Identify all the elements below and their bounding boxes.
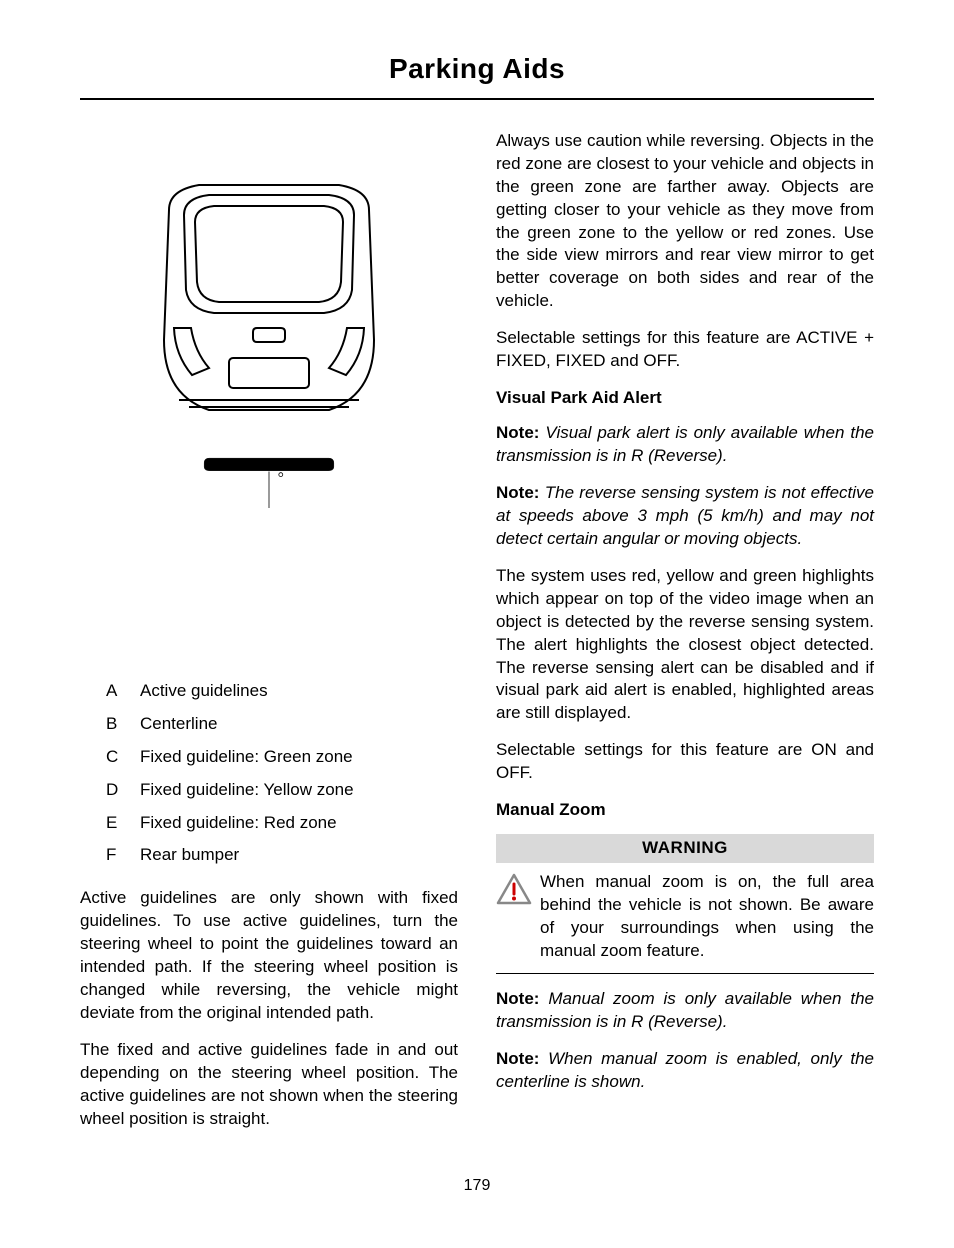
legend-letter: F: [80, 844, 140, 867]
warning-icon: [496, 873, 532, 905]
left-column: A Active guidelines B Centerline C Fixed…: [80, 130, 458, 1145]
paragraph: Selectable settings for this feature are…: [496, 739, 874, 785]
legend-letter: D: [80, 779, 140, 802]
legend-row: E Fixed guideline: Red zone: [80, 812, 458, 835]
rear-bumper-icon: [99, 455, 439, 510]
note: Note: Visual park alert is only availabl…: [496, 422, 874, 468]
note-body: Manual zoom is only available when the t…: [496, 989, 874, 1031]
legend-label: Fixed guideline: Yellow zone: [140, 779, 458, 802]
legend-row: C Fixed guideline: Green zone: [80, 746, 458, 769]
legend-label: Centerline: [140, 713, 458, 736]
legend-row: A Active guidelines: [80, 680, 458, 703]
legend-row: D Fixed guideline: Yellow zone: [80, 779, 458, 802]
section-heading: Visual Park Aid Alert: [496, 387, 874, 410]
note-label: Note:: [496, 1049, 539, 1068]
paragraph: The system uses red, yellow and green hi…: [496, 565, 874, 726]
note: Note: When manual zoom is enabled, only …: [496, 1048, 874, 1094]
legend-label: Active guidelines: [140, 680, 458, 703]
note: Note: Manual zoom is only available when…: [496, 988, 874, 1034]
section-heading: Manual Zoom: [496, 799, 874, 822]
page-number: 179: [80, 1175, 874, 1197]
legend-label: Fixed guideline: Green zone: [140, 746, 458, 769]
legend-letter: B: [80, 713, 140, 736]
note-body: Visual park alert is only available when…: [496, 423, 874, 465]
note: Note: The reverse sensing system is not …: [496, 482, 874, 551]
right-column: Always use caution while reversing. Obje…: [496, 130, 874, 1145]
paragraph: The fixed and active guidelines fade in …: [80, 1039, 458, 1131]
vehicle-diagram: [80, 130, 458, 660]
legend-row: F Rear bumper: [80, 844, 458, 867]
note-body: When manual zoom is enabled, only the ce…: [496, 1049, 874, 1091]
note-body: The reverse sensing system is not effect…: [496, 483, 874, 548]
legend-letter: C: [80, 746, 140, 769]
paragraph: Selectable settings for this feature are…: [496, 327, 874, 373]
warning-box: When manual zoom is on, the full area be…: [496, 863, 874, 974]
legend-letter: A: [80, 680, 140, 703]
legend-row: B Centerline: [80, 713, 458, 736]
paragraph: Always use caution while reversing. Obje…: [496, 130, 874, 314]
warning-text: When manual zoom is on, the full area be…: [540, 871, 874, 963]
note-label: Note:: [496, 989, 539, 1008]
paragraph: Active guidelines are only shown with fi…: [80, 887, 458, 1025]
legend-label: Fixed guideline: Red zone: [140, 812, 458, 835]
note-label: Note:: [496, 423, 539, 442]
vehicle-rear-icon: [129, 160, 409, 440]
warning-header: WARNING: [496, 834, 874, 863]
note-label: Note:: [496, 483, 539, 502]
legend-label: Rear bumper: [140, 844, 458, 867]
legend-letter: E: [80, 812, 140, 835]
page-title: Parking Aids: [80, 50, 874, 100]
legend-list: A Active guidelines B Centerline C Fixed…: [80, 680, 458, 868]
content-columns: A Active guidelines B Centerline C Fixed…: [80, 130, 874, 1145]
